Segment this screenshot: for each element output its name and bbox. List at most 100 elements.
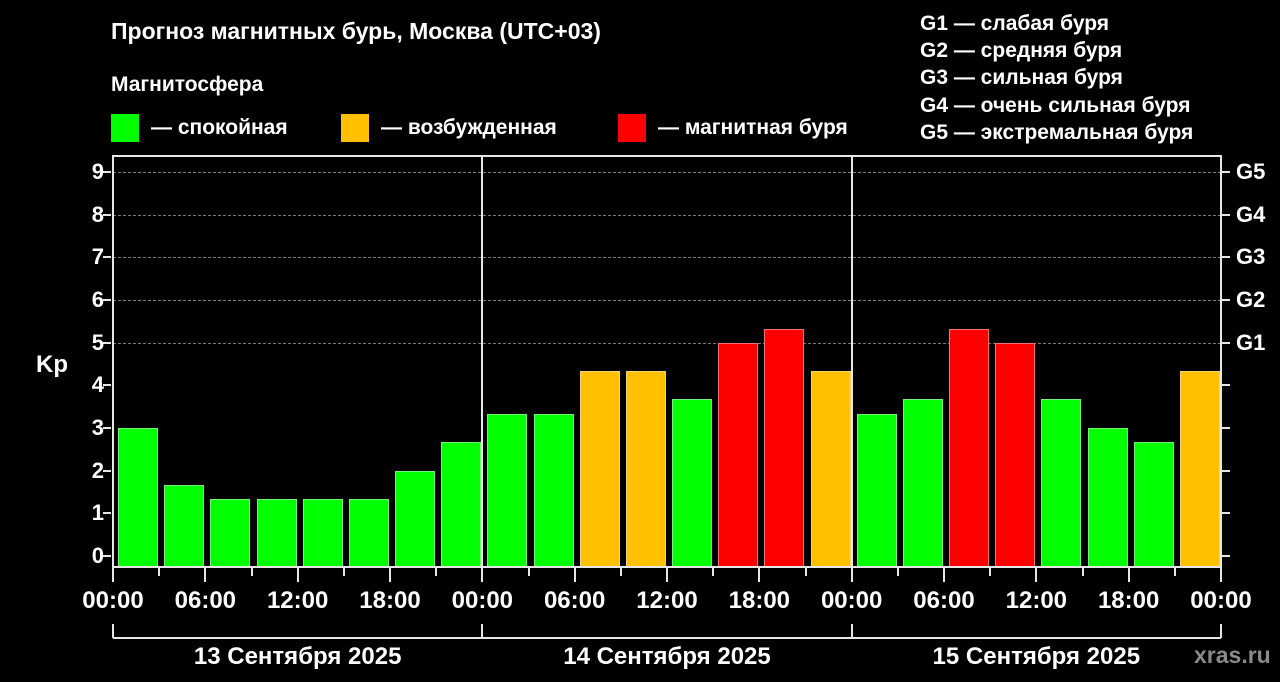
x-tick xyxy=(896,568,899,576)
g-scale-item: G1 — слабая буря xyxy=(920,12,1110,35)
x-tick xyxy=(204,568,207,582)
bar-quiet xyxy=(672,399,713,568)
y-tick xyxy=(103,555,111,557)
right-y-tick xyxy=(1222,299,1230,301)
legend-item-quiet: — спокойная xyxy=(111,114,288,142)
x-tick xyxy=(850,568,853,582)
bar-quiet xyxy=(1087,428,1128,568)
legend-label-unsettled: — возбужденная xyxy=(381,116,557,139)
y-tick-label: 9 xyxy=(91,159,104,184)
bar-storm xyxy=(949,328,990,568)
y-tick xyxy=(103,213,111,216)
y-tick-label: 1 xyxy=(91,500,104,526)
right-axis-label-g5: G5 xyxy=(1236,159,1266,184)
x-tick xyxy=(112,568,114,582)
bar-storm xyxy=(718,342,759,568)
x-tick xyxy=(389,568,391,582)
g-scale-item: G3 — сильная буря xyxy=(920,66,1123,90)
bar-quiet xyxy=(118,428,159,568)
g-scale-item: G4 — очень сильная буря xyxy=(920,93,1191,117)
x-tick xyxy=(250,568,253,576)
x-tick xyxy=(804,568,807,576)
bar-quiet xyxy=(1133,442,1174,568)
x-tick-label: 18:00 xyxy=(728,587,791,614)
g-scale-item: G5 — экстремальная буря xyxy=(920,120,1194,144)
x-tick xyxy=(342,568,345,576)
x-tick-label: 12:00 xyxy=(266,587,329,614)
right-y-tick xyxy=(1222,512,1230,515)
y-tick xyxy=(103,384,111,387)
bar-quiet xyxy=(487,413,528,568)
x-tick-label: 06:00 xyxy=(174,587,237,614)
y-tick xyxy=(103,427,111,429)
x-tick xyxy=(989,568,992,576)
chart-title: Прогноз магнитных бурь, Москва (UTC+03) xyxy=(111,18,601,44)
x-tick xyxy=(1127,568,1130,582)
legend-title: Магнитосфера xyxy=(111,73,264,96)
bar-quiet xyxy=(164,484,205,568)
right-axis-label-g4: G4 xyxy=(1236,201,1266,227)
right-y-tick xyxy=(1222,256,1230,259)
y-tick-label: 2 xyxy=(91,457,104,483)
bar-storm xyxy=(764,328,805,568)
day-bracket-line xyxy=(113,637,1221,639)
bar-quiet xyxy=(348,499,389,568)
quiet-swatch-icon xyxy=(111,114,139,142)
bar-quiet xyxy=(395,470,436,568)
gridline xyxy=(113,342,1221,344)
watermark: xras.ru xyxy=(1194,642,1271,668)
y-tick xyxy=(103,299,111,301)
bar-unsettled xyxy=(1179,371,1220,568)
day-bracket-tick xyxy=(481,624,484,638)
x-tick-label: 00:00 xyxy=(451,587,514,614)
unsettled-swatch-icon xyxy=(341,114,369,142)
x-tick xyxy=(527,568,530,576)
day-divider xyxy=(850,155,853,568)
y-tick-label: 5 xyxy=(91,329,104,355)
bar-quiet xyxy=(1041,399,1082,568)
bar-unsettled xyxy=(625,371,666,568)
x-tick-label: 00:00 xyxy=(1190,587,1252,614)
y-tick-label: 8 xyxy=(91,201,104,227)
bar-quiet xyxy=(902,399,943,568)
x-tick-label: 00:00 xyxy=(820,587,883,614)
x-tick xyxy=(1035,568,1038,582)
day-bracket-tick xyxy=(112,624,114,638)
y-tick xyxy=(103,512,111,515)
y-axis-label: Kp xyxy=(36,351,68,378)
bar-quiet xyxy=(533,413,574,568)
right-y-tick xyxy=(1222,469,1230,472)
x-tick xyxy=(435,568,438,576)
gridline xyxy=(113,172,1221,173)
day-label: 15 Сентября 2025 xyxy=(932,643,1141,670)
x-tick xyxy=(296,568,299,582)
right-axis-label-g3: G3 xyxy=(1236,244,1266,270)
x-tick xyxy=(481,568,484,582)
y-tick-label: 6 xyxy=(91,287,104,312)
right-y-tick xyxy=(1222,213,1230,216)
x-tick xyxy=(619,568,622,576)
x-tick xyxy=(666,568,668,582)
bar-quiet xyxy=(302,499,343,568)
x-tick-label: 06:00 xyxy=(913,587,975,614)
bar-quiet xyxy=(441,442,482,568)
gridline xyxy=(113,300,1221,301)
y-tick xyxy=(103,256,111,259)
y-tick xyxy=(103,171,111,173)
x-tick xyxy=(1081,568,1084,576)
x-tick-label: 12:00 xyxy=(636,587,698,614)
y-tick xyxy=(103,341,111,344)
g-scale-item: G2 — средняя буря xyxy=(920,39,1123,63)
x-tick xyxy=(158,568,161,576)
x-tick xyxy=(712,568,715,576)
x-tick xyxy=(758,568,761,582)
right-y-tick xyxy=(1222,427,1230,429)
legend-item-storm: — магнитная буря xyxy=(618,114,848,142)
x-tick-label: 12:00 xyxy=(1005,587,1068,614)
x-tick xyxy=(573,568,576,582)
right-y-tick xyxy=(1222,171,1230,173)
x-tick-label: 18:00 xyxy=(359,587,421,614)
legend-item-unsettled: — возбужденная xyxy=(341,114,557,142)
y-tick xyxy=(103,469,111,472)
right-axis-label-g1: G1 xyxy=(1236,329,1266,355)
